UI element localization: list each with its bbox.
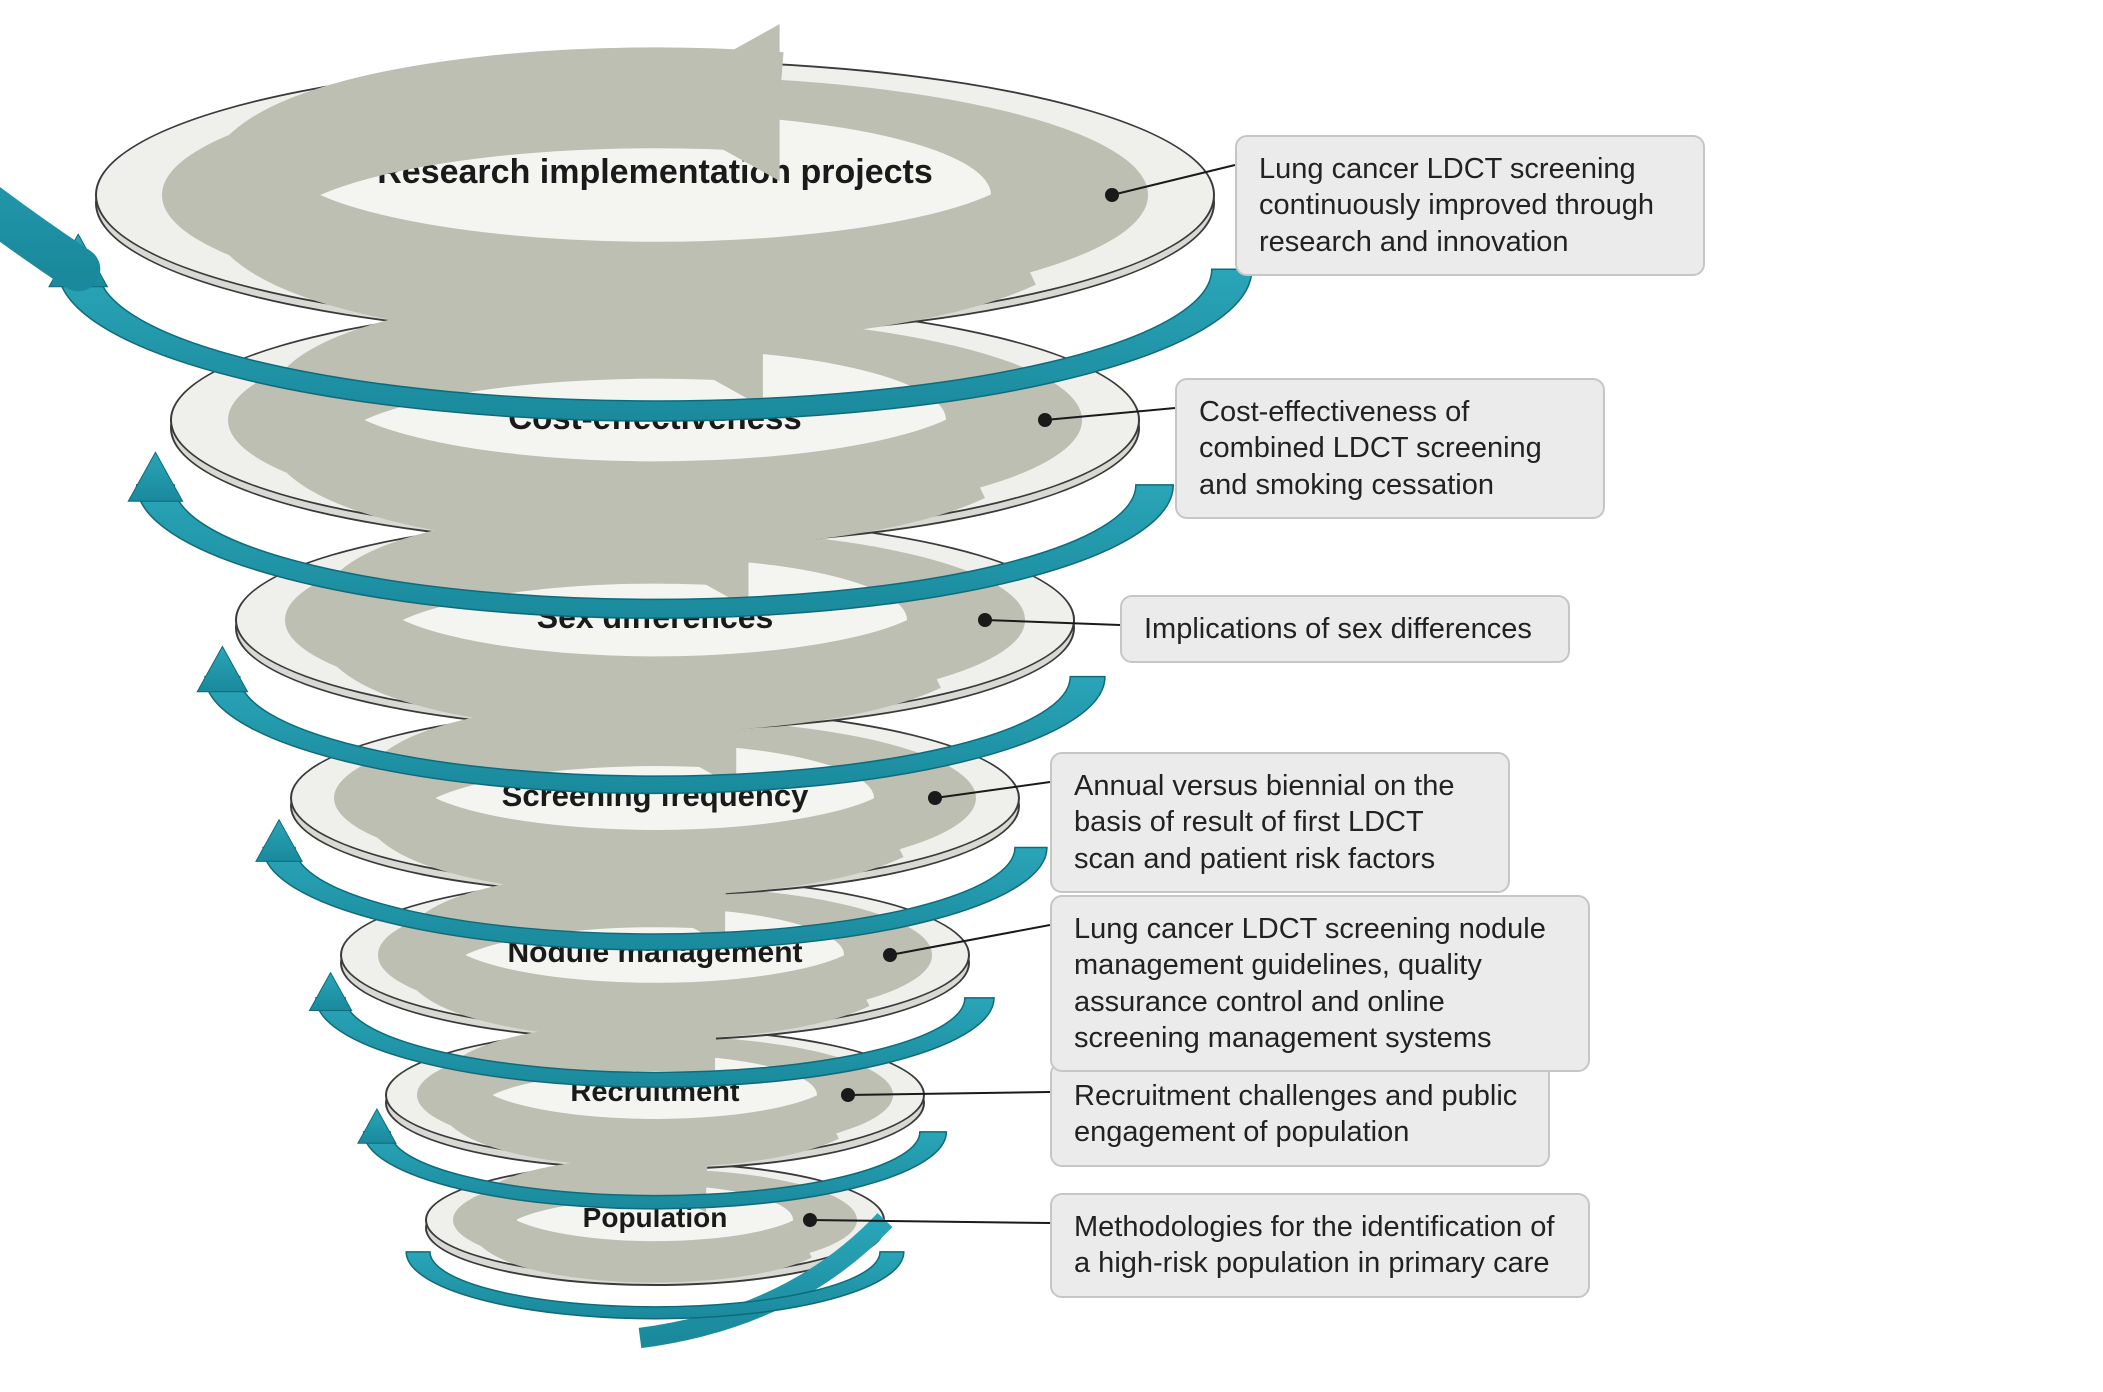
callout-dot xyxy=(803,1213,817,1227)
disc-label-research: Research implementation projects xyxy=(95,153,1215,192)
callout-nodule: Lung cancer LDCT screening nodule manage… xyxy=(1050,895,1590,1072)
callout-cost: Cost-effectiveness of combined LDCT scre… xyxy=(1175,378,1605,519)
callout-dot xyxy=(841,1088,855,1102)
callout-population: Methodologies for the identification of … xyxy=(1050,1193,1590,1298)
disc-label-cost: Cost-effectiveness xyxy=(170,399,1140,437)
disc-label-nodule: Nodule management xyxy=(340,936,970,971)
callout-dot xyxy=(883,948,897,962)
disc-label-sex: Sex differences xyxy=(235,599,1075,636)
callout-recruitment: Recruitment challenges and public engage… xyxy=(1050,1062,1550,1167)
callout-research: Lung cancer LDCT screening continuously … xyxy=(1235,135,1705,276)
callout-frequency: Annual versus biennial on the basis of r… xyxy=(1050,752,1510,893)
callout-dot xyxy=(928,791,942,805)
callout-sex: Implications of sex differences xyxy=(1120,595,1570,663)
disc-label-frequency: Screening frequency xyxy=(290,778,1020,814)
callout-dot xyxy=(1038,413,1052,427)
callout-dot xyxy=(1105,188,1119,202)
callout-dot xyxy=(978,613,992,627)
disc-inner xyxy=(319,114,991,276)
